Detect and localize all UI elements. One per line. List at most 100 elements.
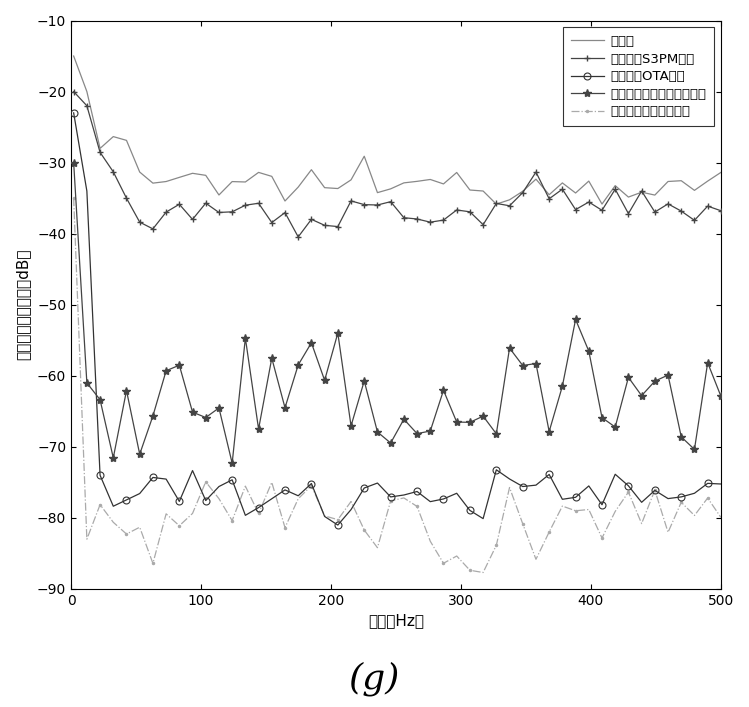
均衡后（S3PM法） <box>571 205 580 214</box>
均衡后（S3PM法） <box>241 201 250 209</box>
均衡后（波束扫描特征法） <box>373 428 382 436</box>
均衡后（S3PM法） <box>637 187 646 195</box>
均衡后（波束扫描特征法） <box>650 377 659 385</box>
均衡前 <box>122 136 131 145</box>
均衡后（OTA法） <box>188 467 197 475</box>
均衡后（本发明方法） <box>214 494 223 503</box>
均衡前 <box>505 196 514 204</box>
均衡后（本发明方法） <box>136 523 145 532</box>
均衡后（S3PM法） <box>175 200 184 209</box>
均衡后（波束扫描特征法） <box>479 412 488 421</box>
均衡后（OTA法） <box>347 506 356 514</box>
均衡后（本发明方法） <box>201 477 210 486</box>
均衡后（OTA法） <box>664 494 673 503</box>
均衡后（S3PM法） <box>558 185 567 194</box>
均衡后（波束扫描特征法） <box>333 329 342 337</box>
均衡后（波束扫描特征法） <box>175 361 184 370</box>
均衡后（波束扫描特征法） <box>122 386 131 395</box>
均衡后（波束扫描特征法） <box>677 433 686 441</box>
均衡后（S3PM法） <box>280 209 289 217</box>
均衡后（波束扫描特征法） <box>532 359 541 368</box>
均衡后（波束扫描特征法） <box>109 454 118 462</box>
均衡前 <box>347 175 356 184</box>
均衡后（本发明方法） <box>280 523 289 532</box>
均衡前 <box>571 189 580 197</box>
均衡后（波束扫描特征法） <box>386 439 395 448</box>
均衡后（本发明方法） <box>241 482 250 491</box>
均衡后（S3PM法） <box>703 202 712 211</box>
均衡后（波束扫描特征法） <box>136 450 145 458</box>
均衡后（波束扫描特征法） <box>254 425 263 433</box>
均衡前 <box>228 177 237 186</box>
均衡后（OTA法） <box>465 506 474 515</box>
均衡后（S3PM法） <box>479 221 488 229</box>
均衡后（OTA法） <box>373 479 382 487</box>
均衡前 <box>320 183 329 192</box>
均衡后（本发明方法） <box>69 194 78 202</box>
均衡后（本发明方法） <box>545 527 554 536</box>
均衡后（波束扫描特征法） <box>637 392 646 400</box>
均衡后（本发明方法） <box>532 555 541 563</box>
均衡后（OTA法） <box>479 515 488 523</box>
均衡后（本发明方法） <box>492 541 501 549</box>
均衡后（波束扫描特征法） <box>545 427 554 436</box>
均衡后（OTA法） <box>690 489 699 498</box>
均衡前 <box>162 177 171 186</box>
均衡前 <box>425 175 434 184</box>
均衡后（S3PM法） <box>320 221 329 230</box>
均衡前 <box>109 132 118 141</box>
均衡后（OTA法） <box>452 489 461 498</box>
均衡后（波束扫描特征法） <box>452 418 461 426</box>
均衡前 <box>716 168 725 177</box>
均衡后（波束扫描特征法） <box>584 347 593 356</box>
均衡前 <box>69 52 78 60</box>
均衡前 <box>96 144 105 153</box>
均衡后（本发明方法） <box>162 510 171 518</box>
均衡后（波束扫描特征法） <box>425 427 434 436</box>
均衡后（S3PM法） <box>545 194 554 203</box>
均衡后（本发明方法） <box>452 551 461 560</box>
均衡后（S3PM法） <box>228 208 237 216</box>
均衡后（S3PM法） <box>109 168 118 176</box>
均衡后（本发明方法） <box>690 511 699 520</box>
均衡后（本发明方法） <box>425 537 434 546</box>
均衡前 <box>624 193 633 201</box>
均衡后（本发明方法） <box>333 515 342 524</box>
均衡前 <box>360 152 369 160</box>
均衡后（OTA法） <box>413 487 422 496</box>
均衡后（S3PM法） <box>610 185 619 194</box>
均衡后（本发明方法） <box>294 494 303 503</box>
均衡前 <box>175 173 184 182</box>
均衡后（本发明方法） <box>677 498 686 506</box>
均衡前 <box>558 179 567 187</box>
均衡后（OTA法） <box>175 497 184 506</box>
均衡后（S3PM法） <box>598 206 607 214</box>
均衡后（OTA法） <box>598 501 607 509</box>
均衡前 <box>690 186 699 194</box>
均衡后（波束扫描特征法） <box>598 414 607 422</box>
Line: 均衡前: 均衡前 <box>73 56 721 204</box>
Text: (g): (g) <box>349 662 400 696</box>
均衡后（本发明方法） <box>307 481 316 490</box>
均衡后（S3PM法） <box>122 194 131 202</box>
均衡后（OTA法） <box>254 503 263 512</box>
均衡后（波束扫描特征法） <box>320 376 329 385</box>
均衡后（波束扫描特征法） <box>558 382 567 390</box>
均衡后（本发明方法） <box>571 506 580 515</box>
Legend: 均衡前, 均衡后（S3PM法）, 均衡后（OTA法）, 均衡后（波束扫描特征法）, 均衡后（本发明方法）: 均衡前, 均衡后（S3PM法）, 均衡后（OTA法）, 均衡后（波束扫描特征法）… <box>562 27 715 127</box>
均衡前 <box>492 200 501 209</box>
均衡后（本发明方法） <box>413 502 422 510</box>
均衡后（波束扫描特征法） <box>148 411 157 420</box>
均衡后（本发明方法） <box>267 478 276 486</box>
均衡后（波束扫描特征法） <box>188 408 197 416</box>
均衡后（波束扫描特征法） <box>439 386 448 395</box>
均衡后（波束扫描特征法） <box>82 379 91 387</box>
X-axis label: 频率（Hz）: 频率（Hz） <box>368 614 424 629</box>
均衡后（本发明方法） <box>703 493 712 502</box>
均衡后（OTA法） <box>82 187 91 195</box>
均衡后（S3PM法） <box>677 207 686 216</box>
均衡前 <box>214 191 223 199</box>
均衡前 <box>677 177 686 185</box>
均衡前 <box>518 187 527 196</box>
Line: 均衡后（波束扫描特征法）: 均衡后（波束扫描特征法） <box>70 158 725 467</box>
